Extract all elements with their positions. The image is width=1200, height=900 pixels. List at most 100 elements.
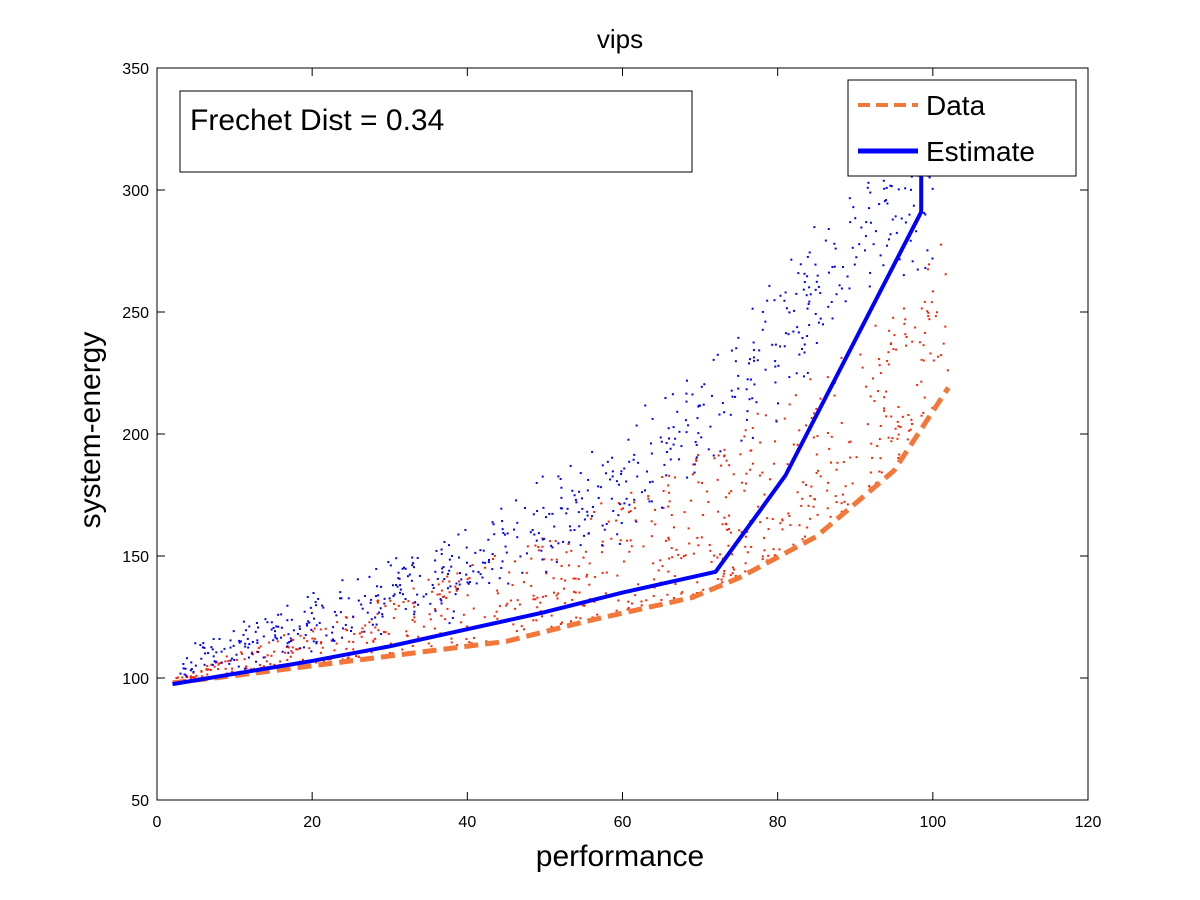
data-point — [926, 268, 929, 271]
data-point — [653, 508, 656, 511]
data-point — [739, 453, 742, 456]
data-point — [372, 640, 375, 643]
data-point — [713, 554, 716, 557]
data-point — [257, 646, 260, 649]
estimate-point — [569, 464, 572, 467]
data-point — [707, 501, 710, 504]
data-point — [540, 615, 543, 618]
data-point — [910, 418, 913, 421]
estimate-point — [700, 385, 703, 388]
estimate-point — [685, 400, 688, 403]
estimate-point — [774, 381, 777, 384]
estimate-point — [465, 573, 468, 576]
estimate-point — [586, 514, 589, 517]
data-point — [440, 614, 443, 617]
legend-frame — [847, 79, 1077, 177]
data-point — [496, 592, 499, 595]
estimate-point — [702, 403, 705, 406]
estimate-point — [869, 221, 872, 224]
data-point — [746, 551, 749, 554]
data-point — [585, 573, 588, 576]
data-point — [225, 655, 228, 658]
data-point — [744, 429, 747, 432]
estimate-point — [218, 637, 221, 640]
data-point — [438, 593, 441, 596]
data-point — [345, 647, 348, 650]
data-point — [792, 443, 795, 446]
estimate-point — [375, 623, 378, 626]
data-point — [788, 514, 791, 517]
data-point — [466, 625, 469, 628]
data-point — [442, 595, 445, 598]
estimate-point — [635, 520, 638, 523]
data-point — [574, 591, 577, 594]
data-point — [384, 605, 387, 608]
estimate-point — [885, 199, 888, 202]
data-point — [617, 599, 620, 602]
data-point — [666, 593, 669, 596]
data-point — [219, 661, 222, 664]
estimate-point — [806, 307, 809, 310]
estimate-point — [487, 561, 490, 564]
data-point — [512, 623, 515, 626]
data-point — [787, 512, 790, 515]
data-point — [815, 407, 818, 410]
data-point — [458, 580, 461, 583]
data-point — [940, 354, 943, 357]
estimate-point — [223, 647, 226, 650]
data-point — [413, 605, 416, 608]
data-point — [552, 577, 555, 580]
estimate-point — [374, 616, 377, 619]
estimate-point — [557, 542, 560, 545]
data-point — [495, 610, 498, 613]
estimate-point — [250, 652, 253, 655]
data-point — [301, 658, 304, 661]
data-point — [758, 474, 761, 477]
data-point — [610, 537, 613, 540]
estimate-point — [381, 615, 384, 618]
estimate-point — [422, 595, 425, 598]
data-point — [723, 516, 726, 519]
data-point — [273, 663, 276, 666]
estimate-point — [844, 300, 847, 303]
estimate-point — [315, 640, 318, 643]
estimate-point — [883, 200, 886, 203]
data-point — [514, 560, 517, 563]
estimate-point — [649, 442, 652, 445]
data-point — [448, 580, 451, 583]
data-point — [291, 646, 294, 649]
estimate-point — [745, 388, 748, 391]
estimate-point — [254, 630, 257, 633]
estimate-point — [835, 293, 838, 296]
estimate-point — [761, 310, 764, 313]
data-point — [662, 489, 665, 492]
data-point — [324, 627, 327, 630]
estimate-point — [891, 218, 894, 221]
data-point — [889, 342, 892, 345]
data-point — [877, 358, 880, 361]
estimate-point — [637, 461, 640, 464]
data-point — [462, 613, 465, 616]
estimate-point — [644, 404, 647, 407]
data-point — [723, 454, 726, 457]
data-point — [661, 565, 664, 568]
estimate-point — [434, 559, 437, 562]
data-point — [615, 519, 618, 522]
data-point — [901, 415, 904, 418]
data-point — [695, 459, 698, 462]
data-point — [878, 470, 881, 473]
data-point — [920, 358, 923, 361]
estimate-point — [281, 650, 284, 653]
data-point — [781, 528, 784, 531]
data-point — [816, 513, 819, 516]
data-point — [829, 515, 832, 518]
estimate-point — [730, 389, 733, 392]
data-point — [530, 557, 533, 560]
data-point — [883, 407, 886, 410]
estimate-point — [322, 606, 325, 609]
data-point — [668, 500, 671, 503]
data-point — [902, 307, 905, 310]
data-point — [269, 663, 272, 666]
y-axis-title: system-energy — [74, 332, 107, 529]
data-point — [746, 530, 749, 533]
